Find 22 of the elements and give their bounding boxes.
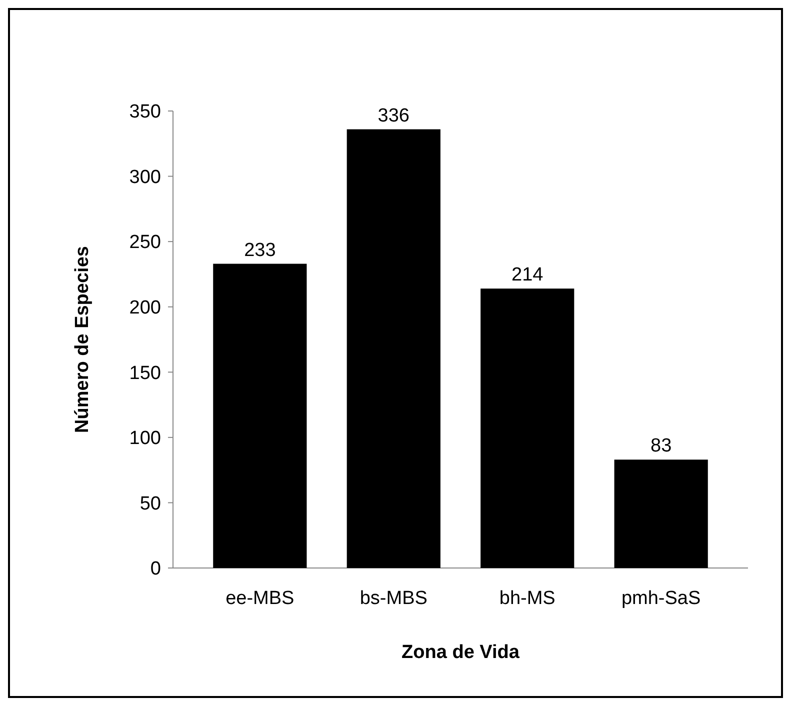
bar bbox=[213, 264, 307, 568]
y-tick-label: 250 bbox=[129, 232, 161, 254]
data-label: 214 bbox=[512, 264, 544, 286]
x-tick-label: bh-MS bbox=[499, 588, 556, 609]
x-tick-label: pmh-SaS bbox=[621, 588, 701, 609]
y-tick-label: 150 bbox=[129, 362, 161, 384]
x-axis-title: Zona de Vida bbox=[402, 642, 520, 663]
x-tick-label: bs-MBS bbox=[360, 588, 428, 609]
data-label: 83 bbox=[650, 436, 672, 457]
y-tick-label: 0 bbox=[150, 558, 161, 580]
bar bbox=[346, 129, 440, 568]
y-tick-label: 350 bbox=[129, 102, 161, 123]
data-label: 336 bbox=[378, 105, 410, 126]
y-tick-label: 50 bbox=[140, 493, 161, 514]
y-axis-title: Número de Especies bbox=[72, 246, 93, 433]
data-label: 233 bbox=[244, 240, 276, 261]
y-tick-label: 300 bbox=[129, 166, 161, 188]
bar bbox=[480, 288, 574, 568]
y-tick-label: 100 bbox=[129, 428, 161, 450]
y-tick-label: 200 bbox=[129, 298, 161, 319]
bar bbox=[614, 460, 708, 568]
x-tick-label: ee-MBS bbox=[226, 588, 294, 609]
